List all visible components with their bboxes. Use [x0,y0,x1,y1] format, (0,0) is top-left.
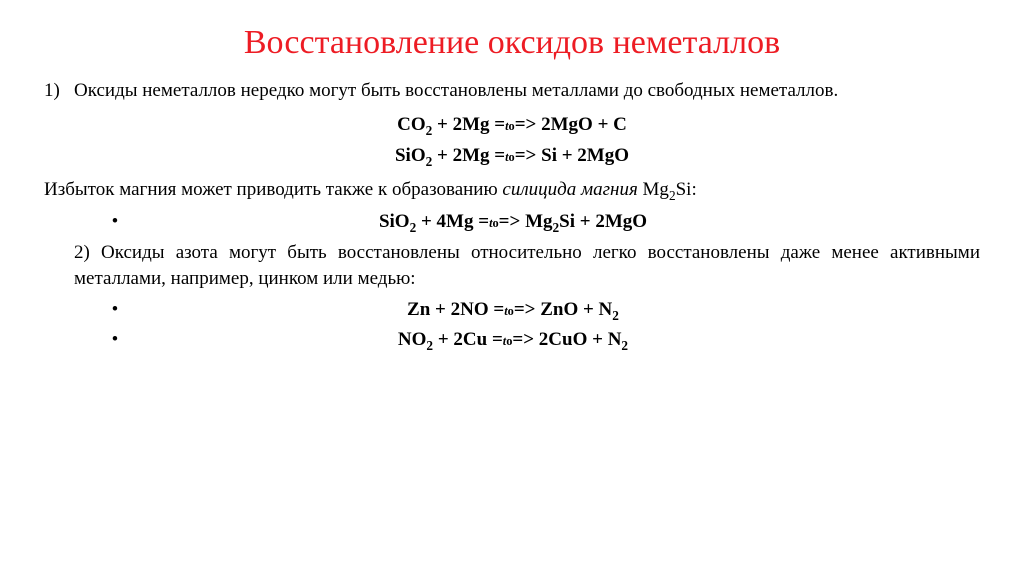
equation: SiO2 + 4Mg =to=> Mg2Si + 2MgO [126,209,980,235]
bullet-block-1: • SiO2 + 4Mg =to=> Mg2Si + 2MgO [104,209,980,235]
bullet-block-2: • Zn + 2NO =to=> ZnO + N2 • NO2 + 2Cu =t… [104,297,980,352]
equation: NO2 + 2Cu =to=> 2CuO + N2 [126,327,980,353]
slide: Восстановление оксидов неметаллов 1) Окс… [0,0,1024,576]
bullet-item: • Zn + 2NO =to=> ZnO + N2 [104,297,980,323]
text-post: Mg2Si: [638,179,697,200]
bullet-icon: • [104,327,126,353]
text-italic: силицида магния [502,179,637,200]
bullet-item: • SiO2 + 4Mg =to=> Mg2Si + 2MgO [104,209,980,235]
text-pre: Избыток магния может приводить также к о… [44,179,502,200]
paragraph-silicide: Избыток магния может приводить также к о… [44,177,980,203]
list-item-1: 1) Оксиды неметаллов нередко могут быть … [44,78,980,104]
list-text: Оксиды неметаллов нередко могут быть вос… [74,78,980,104]
equation: CO2 + 2Mg =to=> 2MgO + C [44,112,980,138]
bullet-item: • NO2 + 2Cu =to=> 2CuO + N2 [104,327,980,353]
equation: SiO2 + 2Mg =to=> Si + 2MgO [44,143,980,169]
bullet-icon: • [104,297,126,323]
equation: Zn + 2NO =to=> ZnO + N2 [126,297,980,323]
slide-body: 1) Оксиды неметаллов нередко могут быть … [44,78,980,353]
equation-block-1: CO2 + 2Mg =to=> 2MgO + C SiO2 + 2Mg =to=… [44,112,980,169]
bullet-icon: • [104,209,126,235]
list-number: 1) [44,78,74,104]
list-item-2: 2) Оксиды азота могут быть восстановлены… [44,240,980,291]
slide-title: Восстановление оксидов неметаллов [44,24,980,62]
